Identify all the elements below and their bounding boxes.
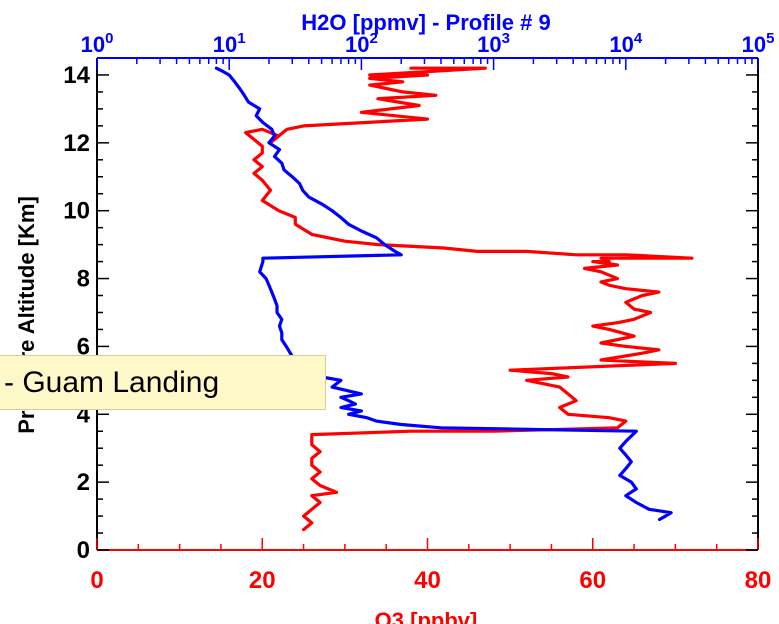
top-tick-label: 103 (477, 30, 510, 57)
y-tick-label: 2 (77, 469, 90, 496)
bottom-tick-label: 0 (90, 567, 103, 594)
series-layer (214, 66, 694, 532)
caption-text: - Guam Landing (4, 365, 220, 399)
y-tick-label: 8 (77, 266, 90, 293)
y-tick-label: 14 (63, 62, 90, 89)
top-tick-label: 102 (345, 30, 378, 57)
top-axis-title: H2O [ppmv] - Profile # 9 (301, 10, 550, 35)
y-tick-label: 0 (77, 537, 90, 564)
labels-layer: H2O [ppmv] - Profile # 9 O3 [ppbv] Press… (14, 10, 551, 624)
y-tick-label: 12 (63, 130, 90, 157)
o3-profile-line (244, 66, 694, 532)
y-tick-label: 6 (77, 333, 90, 360)
caption-callout: - Guam Landing (0, 355, 326, 410)
bottom-axis-title: O3 [ppbv] (375, 608, 478, 624)
top-tick-label: 104 (609, 30, 642, 57)
top-tick-label: 105 (742, 30, 775, 57)
h2o-profile-line (214, 66, 673, 522)
bottom-tick-label: 60 (579, 567, 606, 594)
bottom-tick-label: 80 (745, 567, 772, 594)
bottom-tick-label: 20 (249, 567, 276, 594)
bottom-tick-label: 40 (414, 567, 441, 594)
top-tick-label: 101 (213, 30, 246, 57)
top-tick-label: 100 (81, 30, 114, 57)
y-tick-label: 10 (63, 198, 90, 225)
